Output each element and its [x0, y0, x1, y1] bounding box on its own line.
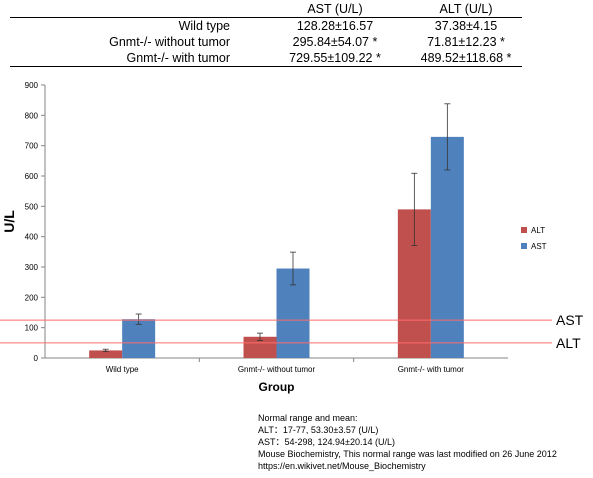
ast-value: 128.28±16.57: [296, 19, 374, 33]
summary-table: AST (U/L) ALT (U/L) Wild type 128.28±16.…: [10, 0, 522, 67]
legend-label: AST: [531, 242, 547, 251]
y-tick-label: 400: [25, 233, 39, 242]
y-tick-label: 800: [25, 111, 39, 120]
x-tick-label: Gnmt-/- without tumor: [238, 365, 316, 374]
table-header-alt: ALT (U/L): [410, 0, 522, 18]
x-tick-label: Wild type: [106, 365, 139, 374]
table-header-ast: AST (U/L): [260, 0, 410, 18]
legend-label: ALT: [531, 226, 545, 235]
reference-line-label: AST: [556, 312, 584, 328]
legend-swatch-ast: [521, 243, 527, 249]
y-tick-label: 100: [25, 324, 39, 333]
ast-value: 295.84±54.07 *: [292, 35, 378, 49]
table-header-blank: [10, 0, 260, 18]
footnote-line: AST：54-298, 124.94±20.14 (U/L): [258, 437, 396, 447]
footnote-line: Mouse Biochemistry, This normal range wa…: [258, 449, 557, 459]
reference-line-label: ALT: [556, 335, 581, 351]
footnote-line: Normal range and mean:: [258, 413, 358, 423]
footnote-line: https://en.wikivet.net/Mouse_Biochemistr…: [258, 461, 426, 471]
bar-alt: [243, 336, 277, 358]
x-axis-title: Group: [259, 380, 295, 394]
y-axis-title: U/L: [1, 210, 17, 233]
bar-ast: [122, 319, 156, 358]
alt-value: 37.38±4.15: [434, 19, 498, 33]
y-tick-label: 700: [25, 142, 39, 151]
y-tick-label: 300: [25, 263, 39, 272]
table-header-row: AST (U/L) ALT (U/L): [10, 0, 522, 18]
bar-ast: [430, 136, 464, 358]
legend-swatch-alt: [521, 227, 527, 233]
alt-value: 489.52±118.68 *: [410, 50, 522, 67]
y-tick-label: 900: [25, 81, 39, 90]
table-row: Wild type 128.28±16.57 37.38±4.15: [10, 18, 522, 35]
table-row: Gnmt-/- with tumor 729.55±109.22 * 489.5…: [10, 50, 522, 67]
footnote-line: ALT：17-77, 53.30±3.57 (U/L): [258, 425, 379, 435]
bar-alt: [89, 350, 123, 358]
row-label: Gnmt-/- with tumor: [10, 50, 260, 67]
table-row: Gnmt-/- without tumor 295.84±54.07 * 71.…: [10, 34, 522, 50]
x-tick-label: Gnmt-/- with tumor: [398, 365, 465, 374]
y-tick-label: 0: [34, 354, 39, 363]
footnote: Normal range and mean: ALT：17-77, 53.30±…: [258, 412, 557, 472]
row-label: Gnmt-/- without tumor: [109, 35, 230, 49]
ast-value: 729.55±109.22 *: [260, 50, 410, 67]
alt-value: 71.81±12.23 *: [427, 35, 505, 49]
y-tick-label: 200: [25, 293, 39, 302]
y-tick-label: 600: [25, 172, 39, 181]
y-tick-label: 500: [25, 202, 39, 211]
row-label: Wild type: [178, 19, 230, 33]
